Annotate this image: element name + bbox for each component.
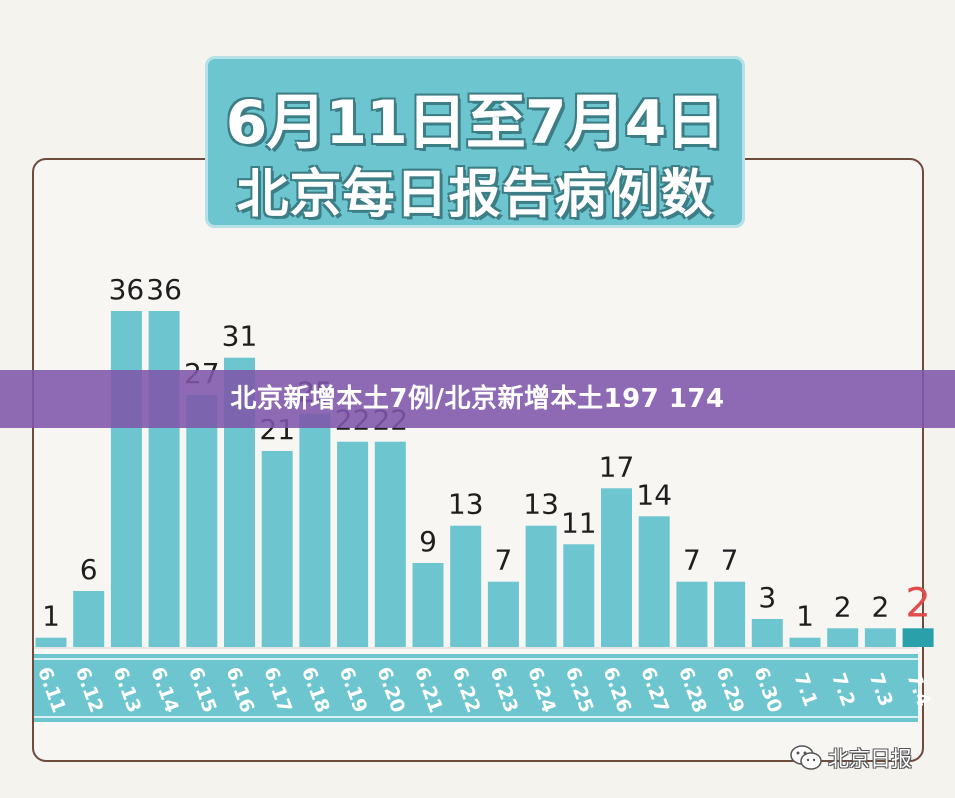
bar-6.19 — [337, 441, 369, 647]
data-label-6.16: 31 — [222, 320, 258, 353]
bar-6.27 — [638, 516, 670, 647]
data-label-6.13: 36 — [109, 273, 145, 306]
data-label-6.23: 7 — [494, 544, 512, 577]
x-axis-band — [34, 654, 918, 722]
data-label-6.14: 36 — [146, 273, 182, 306]
bar-7.3 — [864, 628, 896, 647]
data-label-7.4: 2 — [905, 580, 930, 626]
bar-6.14 — [148, 311, 180, 647]
bar-7.1 — [789, 637, 821, 647]
watermark: 北京日报 — [790, 740, 912, 776]
bar-6.13 — [110, 311, 142, 647]
data-label-7.1: 1 — [796, 600, 814, 633]
data-label-6.11: 1 — [42, 600, 60, 633]
bar-7.2 — [827, 628, 859, 647]
data-label-6.12: 6 — [80, 553, 98, 586]
bar-6.29 — [714, 581, 746, 647]
title-box: 6月11日至7月4日 北京每日报告病例数 — [205, 56, 745, 228]
data-label-6.28: 7 — [683, 544, 701, 577]
data-label-6.24: 13 — [523, 488, 559, 521]
data-label-6.22: 13 — [448, 488, 484, 521]
data-label-6.27: 14 — [636, 478, 672, 511]
bar-6.18 — [299, 413, 331, 647]
bar-6.11 — [35, 637, 67, 647]
bar-6.26 — [601, 488, 632, 647]
bar-6.22 — [450, 525, 482, 647]
data-label-6.29: 7 — [721, 544, 739, 577]
bar-6.25 — [563, 544, 595, 647]
headline-banner: 北京新增本土7例/北京新增本土197 174 — [0, 370, 955, 428]
data-label-7.2: 2 — [834, 590, 852, 623]
data-label-6.25: 11 — [561, 506, 597, 539]
bar-6.23 — [487, 581, 519, 647]
bar-6.20 — [374, 441, 406, 647]
bar-6.28 — [676, 581, 708, 647]
data-label-7.3: 2 — [871, 590, 889, 623]
bar-6.30 — [751, 619, 783, 647]
bar-6.21 — [412, 563, 444, 647]
bar-6.17 — [261, 451, 293, 647]
data-label-6.21: 9 — [419, 525, 437, 558]
bar-6.12 — [73, 591, 105, 647]
data-label-6.30: 3 — [758, 581, 776, 614]
bar-7.4 — [902, 628, 934, 647]
wechat-icon — [790, 745, 822, 770]
bar-6.24 — [525, 525, 557, 647]
data-label-6.26: 17 — [599, 450, 635, 483]
bar-6.15 — [186, 395, 218, 647]
headline-text: 北京新增本土7例/北京新增本土197 174 — [230, 384, 725, 414]
watermark-text: 北京日报 — [828, 747, 912, 771]
chart-title-line-1: 6月11日至7月4日 — [225, 88, 726, 158]
chart-title-line-2: 北京每日报告病例数 — [236, 165, 714, 225]
